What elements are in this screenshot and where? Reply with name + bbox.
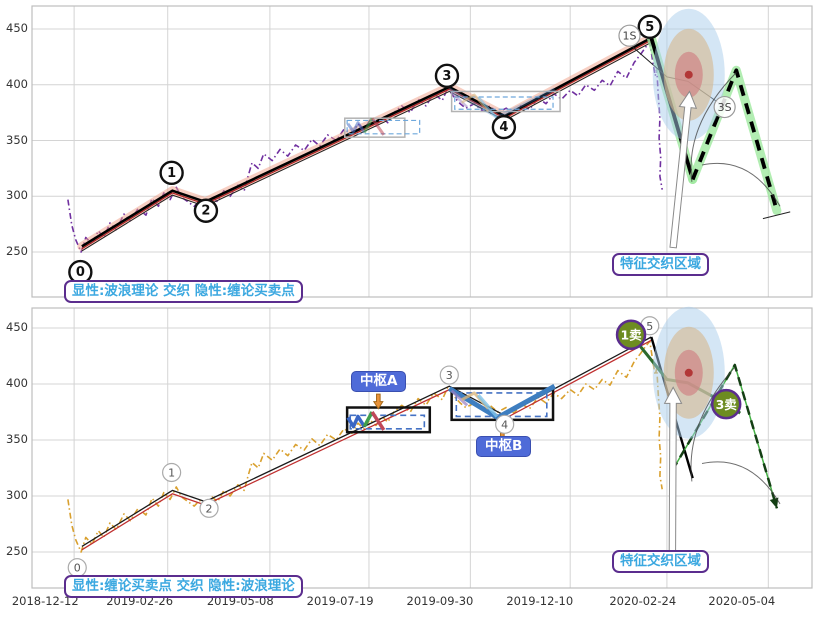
hidden-sell-circles-3S: 3S xyxy=(713,95,736,119)
arc-peak xyxy=(690,72,737,182)
zigzag-a-red xyxy=(370,117,386,136)
svg-text:1: 1 xyxy=(168,466,175,479)
wave-count-circles-4: 4 xyxy=(491,114,517,140)
wave-count-circles-5: 5 xyxy=(637,14,662,39)
y-tick-label: 300 xyxy=(6,188,28,203)
svg-text:5: 5 xyxy=(645,20,654,35)
svg-text:0: 0 xyxy=(74,562,81,575)
price-line xyxy=(67,41,663,253)
wave-red-line xyxy=(81,39,652,250)
target-dot xyxy=(684,368,693,377)
y-tick-label: 300 xyxy=(6,488,28,502)
wave-count-circles-2: 2 xyxy=(193,198,219,223)
zigzag-a-blue xyxy=(346,414,366,429)
svg-text:3: 3 xyxy=(442,69,451,84)
zigzag-a-red xyxy=(370,411,386,431)
panel-frame xyxy=(31,5,813,298)
zigzag-b-purple xyxy=(450,389,469,407)
forecast-dashed-line xyxy=(690,68,779,212)
segment-thin-line xyxy=(81,41,652,252)
y-tick-label: 250 xyxy=(6,544,28,558)
wave-red-line xyxy=(81,339,652,551)
pivot-a-range xyxy=(349,414,426,430)
x-tick-label: 2019-12-10 xyxy=(506,594,574,608)
up-arrow xyxy=(663,386,683,554)
svg-text:2: 2 xyxy=(201,204,210,219)
svg-text:3S: 3S xyxy=(718,101,732,114)
zigzag-b-purple xyxy=(450,91,469,108)
wave-count-circles-1: 1 xyxy=(159,160,184,186)
panel-top: 0 1 2 3 4 5 1S 3S xyxy=(31,5,813,298)
top-feature-zone-label: 特征交织区域 xyxy=(612,253,709,276)
pivot-b-range xyxy=(455,392,548,418)
top-panel-mode-label: 显性:波浪理论 交织 隐性:缠论买卖点 xyxy=(64,280,303,303)
svg-text:1: 1 xyxy=(167,166,176,181)
panel-bottom: 0 1 2 3 4 5 1卖 3卖 xyxy=(31,306,813,589)
x-tick-label: 2020-05-04 xyxy=(708,594,776,608)
svg-text:3卖: 3卖 xyxy=(716,397,738,412)
svg-text:0: 0 xyxy=(76,265,85,280)
arc-trough xyxy=(701,162,781,207)
y-tick-label: 450 xyxy=(6,21,28,35)
zigzag-a-blue xyxy=(346,121,366,134)
up-arrow xyxy=(669,90,698,249)
arc-peak xyxy=(690,366,736,482)
x-tick-label: 2019-09-30 xyxy=(406,594,474,608)
y-tick-label: 400 xyxy=(6,76,28,91)
panel-frame xyxy=(31,307,813,589)
wave-main-line xyxy=(81,36,652,248)
bottom-panel-mode-label: 显性:缠论买卖点 交织 隐性:波浪理论 xyxy=(64,575,303,598)
wave-count-circles-3: 3 xyxy=(439,365,459,385)
forecast-dashed-line xyxy=(671,363,779,509)
y-tick-label: 400 xyxy=(6,376,28,390)
zigzag-b-wheat xyxy=(461,93,490,113)
svg-text:4: 4 xyxy=(499,120,508,135)
wave-count-circles-2: 2 xyxy=(199,498,219,518)
y-tick-label: 350 xyxy=(6,132,28,147)
zigzag-a-green xyxy=(362,117,374,134)
svg-text:5: 5 xyxy=(646,320,653,333)
zigzag-b-sky xyxy=(476,394,499,418)
wave-count-circles-4: 4 xyxy=(495,414,515,434)
svg-text:2: 2 xyxy=(206,502,213,515)
zhongshu-a-arrow xyxy=(372,393,384,410)
zigzag-a-green xyxy=(362,411,374,428)
sell-point-circles-3卖: 3卖 xyxy=(710,388,742,420)
wave-count-circles-0: 0 xyxy=(67,558,87,578)
x-tick-label: 2020-02-24 xyxy=(609,594,677,608)
arc-trough xyxy=(701,461,781,505)
hidden-sell-circles-1S: 1S xyxy=(618,24,641,47)
y-tick-label: 350 xyxy=(6,432,28,446)
zhongshu-a-label: 中枢A xyxy=(351,371,407,392)
y-tick-label: 450 xyxy=(6,320,28,334)
target-dot xyxy=(684,70,693,79)
zhongshu-b-label: 中枢B xyxy=(476,436,532,457)
svg-text:3: 3 xyxy=(446,369,453,382)
y-tick-label: 250 xyxy=(6,244,28,258)
zigzag-b-sky xyxy=(477,96,498,120)
svg-text:4: 4 xyxy=(501,418,508,431)
bottom-feature-zone-label: 特征交织区域 xyxy=(612,550,709,573)
svg-text:1S: 1S xyxy=(622,30,636,43)
sell-point-circles-1卖: 1卖 xyxy=(615,319,647,350)
wave-count-circles-3: 3 xyxy=(434,63,460,89)
end-tick xyxy=(762,211,791,220)
pivot-b-box xyxy=(450,90,561,113)
forecast-arrowhead xyxy=(769,497,779,509)
x-tick-label: 2019-07-19 xyxy=(306,594,374,608)
pivot-a-box xyxy=(344,117,406,138)
wave-count-circles-1: 1 xyxy=(162,462,182,483)
x-tick-label: 2018-12-12 xyxy=(11,594,79,608)
pivot-b-range xyxy=(454,96,554,110)
pivot-a-box xyxy=(345,406,432,434)
svg-text:1卖: 1卖 xyxy=(620,328,642,343)
